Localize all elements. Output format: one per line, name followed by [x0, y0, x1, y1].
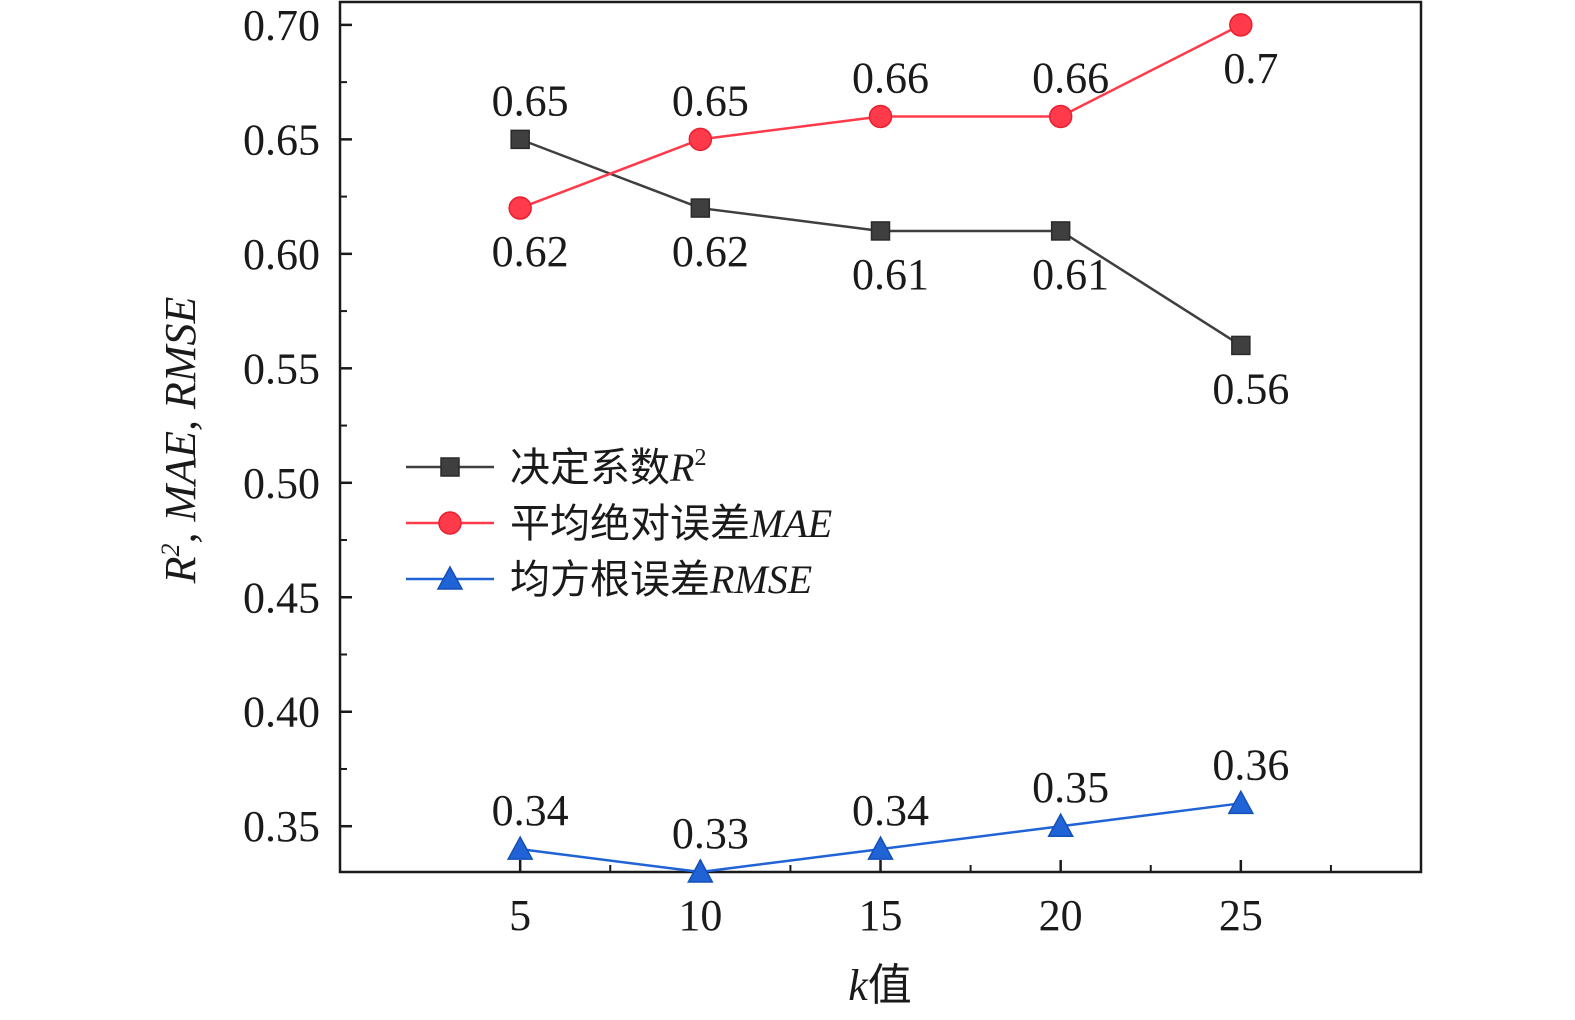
series-rmse-marker — [1047, 812, 1074, 837]
data-label-mae: 0.62 — [492, 227, 569, 276]
data-label-mae: 0.66 — [1032, 53, 1109, 102]
series-r2-marker — [870, 221, 891, 241]
data-label-r2: 0.65 — [492, 76, 569, 125]
series-rmse-marker — [687, 858, 714, 883]
series-mae-marker — [1048, 104, 1073, 129]
legend-label-text: 均方根误差 — [510, 557, 710, 602]
series-r2-marker — [1050, 221, 1071, 241]
data-label-mae: 0.65 — [672, 76, 749, 125]
series-r2-marker — [690, 198, 711, 218]
data-label-rmse: 0.36 — [1212, 740, 1289, 789]
y-tick-label: 0.50 — [243, 459, 320, 508]
y-tick-label: 0.35 — [243, 802, 320, 851]
legend-r2-marker — [440, 457, 460, 477]
series-r2-line — [519, 138, 1242, 347]
legend-label-text: 平均绝对误差 — [510, 501, 750, 546]
x-tick-label: 15 — [859, 891, 903, 940]
series-mae — [508, 13, 1253, 220]
y-axis-title-base: R — [156, 556, 205, 584]
x-tick-label: 25 — [1219, 891, 1263, 940]
y-tick-label: 0.60 — [243, 230, 320, 279]
data-label-mae: 0.7 — [1223, 44, 1278, 93]
legend: 决定系数R2 平均绝对误差MAE 均方根误差RMSE — [406, 445, 832, 602]
series-rmse — [506, 789, 1255, 883]
series-mae-marker — [688, 127, 713, 152]
y-tick-label: 0.70 — [243, 1, 320, 50]
series-rmse-marker — [867, 835, 894, 860]
data-label-r2: 0.61 — [852, 250, 929, 299]
y-tick-label: 0.55 — [243, 344, 320, 393]
legend-item-rmse: 均方根误差RMSE — [406, 557, 812, 602]
series-mae-marker — [868, 104, 893, 129]
series-rmse-marker — [506, 835, 534, 860]
x-tick-label: 5 — [509, 891, 531, 940]
data-label-rmse: 0.35 — [1032, 763, 1109, 812]
series-r2-marker — [1231, 335, 1251, 356]
y-axis: 0.35 0.40 0.45 0.50 0.55 0.60 0.65 0.70 — [243, 1, 352, 851]
x-tick-label: 20 — [1039, 891, 1083, 940]
legend-label-italic: RMSE — [709, 557, 812, 602]
x-axis-title-italic: k — [848, 961, 869, 1010]
series-layer — [506, 13, 1255, 883]
data-label-r2: 0.62 — [672, 227, 749, 276]
data-label-mae: 0.66 — [852, 53, 929, 102]
series-r2-marker — [510, 129, 530, 150]
y-tick-label: 0.45 — [243, 573, 320, 622]
data-label-rmse: 0.34 — [492, 786, 569, 835]
data-label-r2: 0.56 — [1212, 364, 1289, 413]
data-label-rmse: 0.33 — [672, 809, 749, 858]
legend-label: 决定系数R2 — [510, 445, 706, 490]
legend-label-text: 决定系数 — [510, 445, 670, 490]
x-axis-title: k值 — [848, 961, 912, 1010]
legend-label-italic: R — [669, 445, 694, 490]
data-label-rmse: 0.34 — [852, 786, 929, 835]
x-tick-label: 10 — [678, 891, 722, 940]
legend-label: 均方根误差RMSE — [510, 557, 812, 602]
legend-label: 平均绝对误差MAE — [510, 501, 832, 546]
y-tick-label: 0.40 — [243, 688, 320, 737]
series-r2 — [510, 129, 1251, 356]
y-tick-label: 0.65 — [243, 115, 320, 164]
y-axis-title: R2, MAE, RMSE — [156, 297, 205, 585]
y-axis-title-rest: , MAE, RMSE — [156, 297, 205, 544]
legend-item-mae: 平均绝对误差MAE — [406, 501, 832, 546]
series-mae-marker — [508, 196, 532, 220]
series-rmse-marker — [1227, 789, 1255, 815]
y-axis-title-sup: 2 — [156, 543, 185, 556]
data-labels: 0.65 0.62 0.61 0.61 0.56 0.62 0.65 0.66 0.66 0.7 0… — [492, 44, 1290, 858]
series-mae-marker — [1229, 13, 1253, 37]
data-label-r2: 0.61 — [1032, 250, 1109, 299]
x-axis: 5 10 15 20 25 — [509, 860, 1332, 940]
x-axis-title-text: 值 — [868, 961, 912, 1010]
legend-item-r2: 决定系数R2 — [406, 445, 706, 490]
legend-rmse-marker — [436, 565, 464, 590]
legend-mae-marker — [438, 511, 462, 535]
legend-label-italic: MAE — [749, 501, 832, 546]
legend-label-sup: 2 — [694, 445, 706, 471]
